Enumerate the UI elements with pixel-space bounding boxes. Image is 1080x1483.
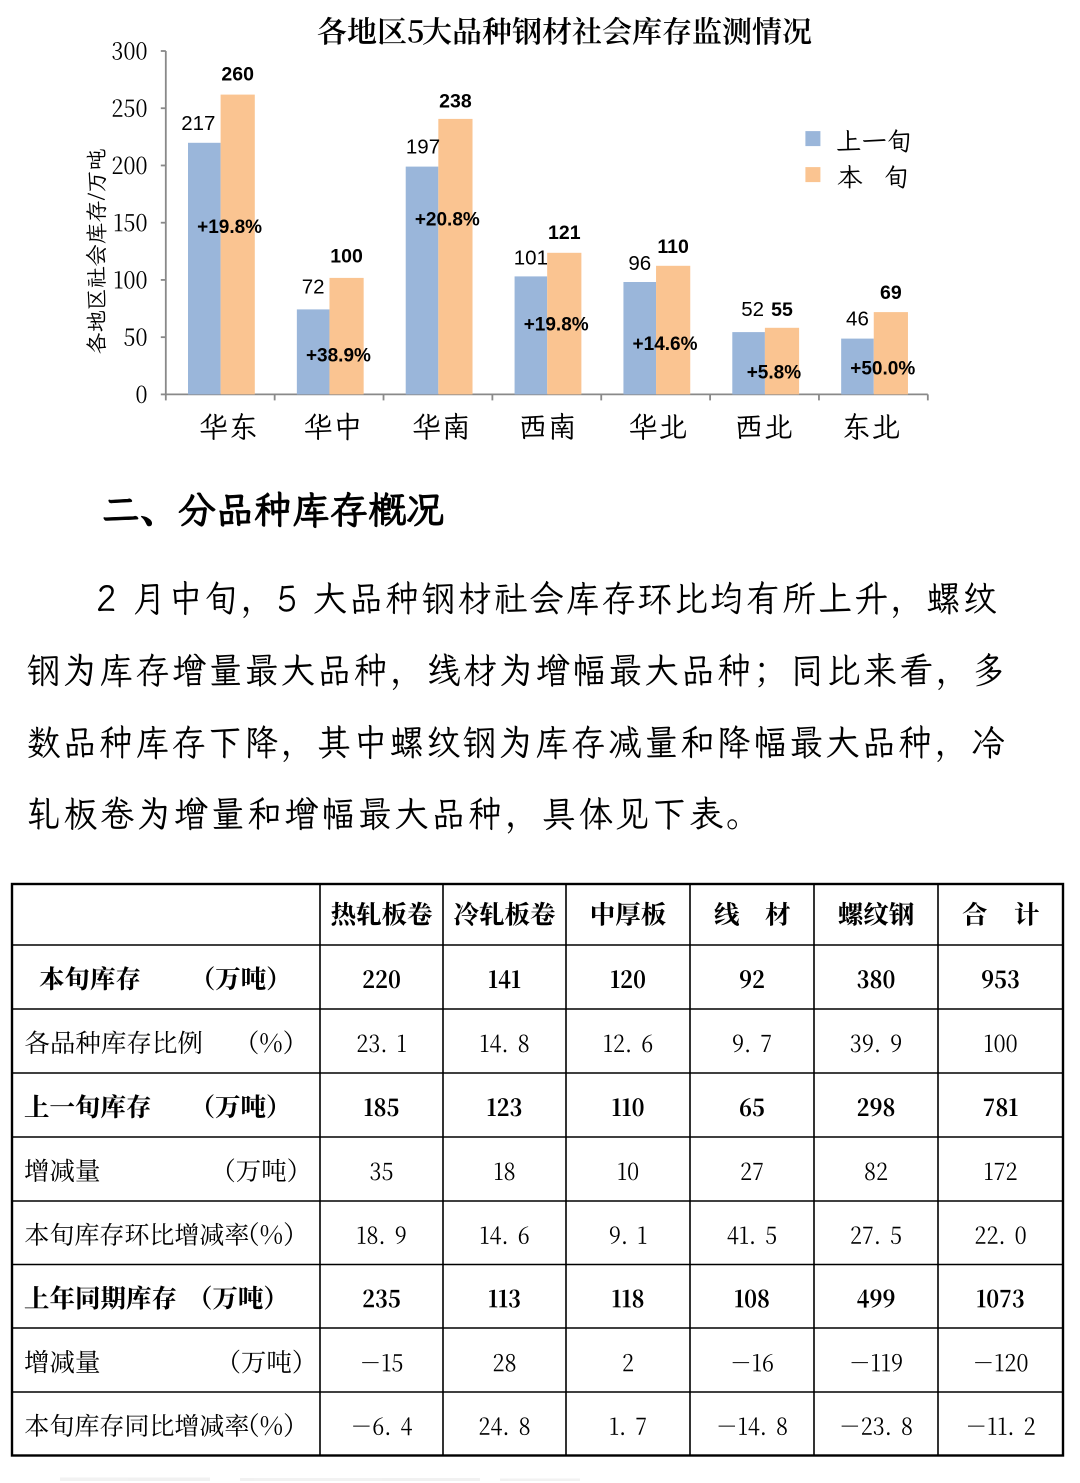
svg-text:96: 96 <box>628 252 651 275</box>
svg-text:69: 69 <box>880 282 902 304</box>
svg-text:121: 121 <box>548 222 581 244</box>
svg-text:+19.8%: +19.8% <box>197 217 262 238</box>
svg-text:52: 52 <box>741 298 764 321</box>
svg-text:46: 46 <box>846 307 869 330</box>
svg-text:+20.8%: +20.8% <box>415 209 480 230</box>
svg-text:+38.9%: +38.9% <box>306 345 371 366</box>
svg-text:110: 110 <box>657 236 689 258</box>
svg-text:+19.8%: +19.8% <box>524 315 589 336</box>
svg-text:238: 238 <box>439 90 472 112</box>
svg-text:217: 217 <box>181 112 215 135</box>
svg-text:101: 101 <box>514 246 548 269</box>
svg-text:+14.6%: +14.6% <box>633 334 698 355</box>
svg-text:100: 100 <box>330 245 363 267</box>
svg-text:+50.0%: +50.0% <box>850 359 915 380</box>
svg-text:260: 260 <box>221 64 254 86</box>
svg-text:72: 72 <box>302 276 325 299</box>
svg-text:197: 197 <box>406 136 440 159</box>
svg-text:+5.8%: +5.8% <box>747 362 802 383</box>
svg-text:55: 55 <box>771 299 793 321</box>
